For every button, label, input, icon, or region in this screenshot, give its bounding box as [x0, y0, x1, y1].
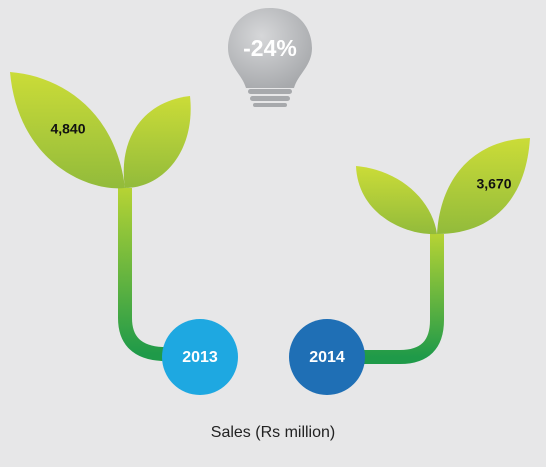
change-label: -24% [243, 35, 297, 61]
value-label: 4,840 [50, 121, 85, 137]
value-label: 3,670 [476, 176, 511, 192]
infographic: -24% 4,840 3,670 2013 2014 Sales (Rs mil… [0, 0, 546, 467]
year-label: 2013 [182, 349, 218, 366]
page: {"change": "-24%", "items": [{"year": "2… [0, 0, 546, 467]
year-label: 2014 [309, 349, 345, 366]
caption: Sales (Rs million) [211, 424, 335, 441]
